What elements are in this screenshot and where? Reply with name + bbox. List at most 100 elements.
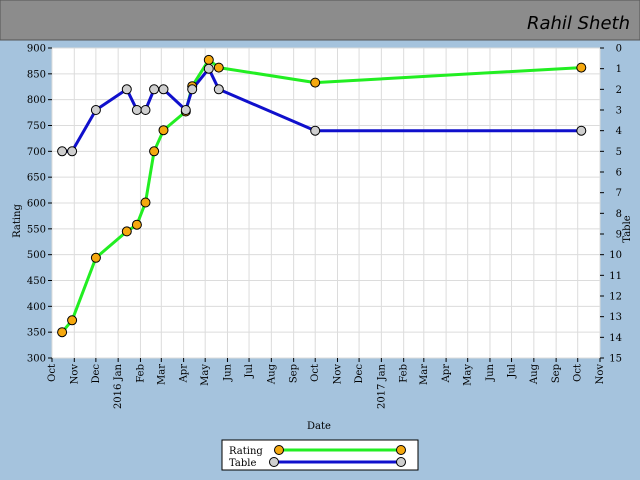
data-point-rating <box>121 226 132 237</box>
legend-marker-rating-start <box>274 445 284 455</box>
x-tick-label: Nov <box>333 364 344 385</box>
data-point-table <box>576 125 587 136</box>
y-tick-label: 600 <box>27 199 46 210</box>
grid <box>51 47 601 359</box>
y2-tick-label: 0 <box>616 44 622 55</box>
y2-tick-label: 9 <box>616 230 622 241</box>
y2-tick-label: 12 <box>609 292 622 303</box>
data-point-rating <box>57 327 68 338</box>
y2-tick-label: 14 <box>609 333 622 344</box>
y-tick-label: 450 <box>27 276 46 287</box>
data-point-rating <box>149 146 160 157</box>
data-point-rating <box>310 77 321 88</box>
data-point-table <box>90 105 101 115</box>
y-tick-label: 800 <box>27 95 46 106</box>
x-tick-label: Jun <box>222 363 233 381</box>
y2-tick-label: 1 <box>616 64 622 75</box>
data-point-table <box>67 146 78 157</box>
y-tick-label: 700 <box>27 147 46 158</box>
x-tick-label: Nov <box>595 364 606 385</box>
x-tick-label: Oct <box>573 364 584 382</box>
header-bar <box>0 0 640 41</box>
x-tick-label: Dec <box>354 364 365 384</box>
y-tick-label: 900 <box>27 44 46 55</box>
x-tick-label: 2016 Jan <box>113 363 124 409</box>
data-point-table <box>187 84 198 95</box>
data-point-table <box>149 84 160 95</box>
y-tick-label: 850 <box>27 69 46 80</box>
y2-tick-label: 2 <box>616 85 622 96</box>
legend-label-table: Table <box>229 458 256 469</box>
data-point-rating <box>203 54 214 65</box>
x-tick-label: Dec <box>91 364 102 384</box>
legend-marker-table-start <box>269 457 279 467</box>
data-point-table <box>180 105 191 115</box>
x-tick-label: Apr <box>441 364 452 384</box>
series-layer <box>57 54 587 338</box>
x-tick-label: Oct <box>310 364 321 382</box>
x-axis-title: Date <box>307 421 331 432</box>
y-tick-label: 750 <box>27 121 46 132</box>
x-tick-label: Jun <box>485 363 496 381</box>
y2-tick-label: 10 <box>609 250 622 261</box>
x-axis: Oct Nov Dec 2016 Jan Feb Mar Apr May Jun Jul Aug Se… <box>47 358 606 409</box>
y-axis-title: Rating <box>12 204 23 238</box>
x-tick-label: Sep <box>289 364 300 383</box>
data-point-rating <box>213 62 224 73</box>
data-point-rating <box>90 252 101 263</box>
y2-axis-title: Table <box>622 215 633 242</box>
x-tick-label: Jul <box>507 364 518 379</box>
legend-label-rating: Rating <box>229 446 263 457</box>
x-tick-label: Feb <box>135 364 146 383</box>
data-point-table <box>203 63 214 74</box>
x-tick-label: Aug <box>529 363 540 385</box>
data-point-rating <box>576 62 587 73</box>
x-tick-label: May <box>200 364 211 386</box>
y-tick-label: 500 <box>27 250 46 261</box>
x-tick-label: Mar <box>419 364 430 385</box>
data-point-table <box>140 105 151 115</box>
legend-box <box>221 439 419 471</box>
y2-tick-label: 5 <box>616 147 622 158</box>
data-point-table <box>131 105 142 115</box>
x-tick-label: May <box>463 364 474 386</box>
data-point-rating <box>131 219 142 230</box>
data-point-rating <box>67 315 78 326</box>
y-tick-label: 300 <box>27 354 46 365</box>
data-point-table <box>213 84 224 95</box>
data-point-table <box>310 125 321 136</box>
y2-tick-label: 3 <box>616 106 622 117</box>
y2-tick-label: 7 <box>616 188 622 199</box>
x-tick-label: Sep <box>551 364 562 383</box>
x-tick-label: Nov <box>69 364 80 385</box>
x-tick-label: Apr <box>179 364 190 384</box>
data-point-table <box>121 84 132 95</box>
data-point-rating <box>140 197 151 208</box>
data-point-rating <box>158 125 169 136</box>
y-tick-label: 350 <box>27 328 46 339</box>
y2-tick-label: 4 <box>616 126 622 137</box>
y2-tick-label: 6 <box>616 168 622 179</box>
y2-tick-label: 15 <box>609 354 622 365</box>
x-tick-label: Mar <box>156 364 167 385</box>
x-tick-label: Jul <box>244 364 255 379</box>
x-tick-label: Aug <box>266 363 277 385</box>
data-point-table <box>158 84 169 95</box>
left-axis: 300 350 400 450 500 550 600 650 700 750 800 850 900 <box>27 44 52 365</box>
legend-marker-table-end <box>396 457 406 467</box>
y2-tick-label: 8 <box>616 209 622 220</box>
y-tick-label: 400 <box>27 302 46 313</box>
x-tick-label: Oct <box>47 364 58 382</box>
y2-tick-label: 13 <box>609 312 622 323</box>
x-tick-label: 2017 Jan <box>376 363 387 409</box>
y-tick-label: 650 <box>27 173 46 184</box>
y-tick-label: 550 <box>27 224 46 235</box>
x-tick-label: Feb <box>399 364 410 383</box>
user-name: Rahil Sheth <box>527 13 630 34</box>
y2-tick-label: 11 <box>609 271 622 282</box>
legend-marker-rating-end <box>396 445 406 455</box>
data-point-table <box>57 146 68 157</box>
legend: Rating Table <box>221 439 419 471</box>
